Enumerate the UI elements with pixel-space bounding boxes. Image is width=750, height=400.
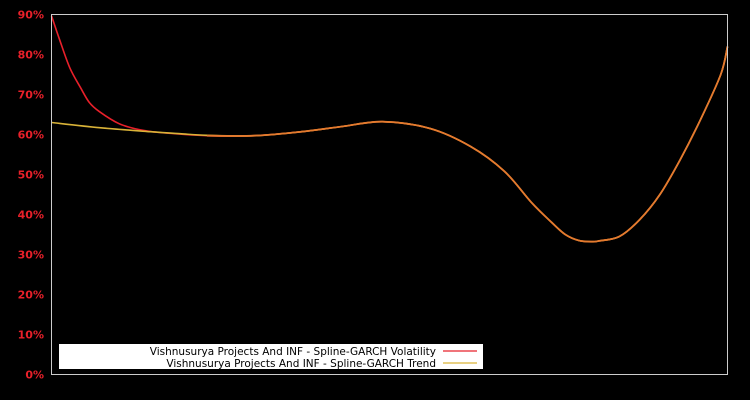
y-axis-ticks: 0% 10% 20% 30% 40% 50% 60% 70% 80% 90% [18,9,44,382]
y-tick-label: 90% [18,9,44,22]
plot-frame [51,14,728,375]
y-tick-label: 0% [25,369,44,382]
y-tick-label: 80% [18,49,44,62]
y-tick-label: 70% [18,89,44,102]
legend: Vishnusurya Projects And INF - Spline-GA… [59,344,483,370]
legend-label-trend: Vishnusurya Projects And INF - Spline-GA… [166,358,436,370]
legend-label-volatility: Vishnusurya Projects And INF - Spline-GA… [150,346,436,358]
plot-series [50,15,729,243]
y-tick-label: 50% [18,169,44,182]
y-tick-label: 10% [18,329,44,342]
y-tick-label: 40% [18,209,44,222]
y-tick-label: 60% [18,129,44,142]
legend-box [59,344,483,369]
y-tick-label: 30% [18,249,44,262]
y-tick-label: 20% [18,289,44,302]
overlap-line [206,46,729,243]
